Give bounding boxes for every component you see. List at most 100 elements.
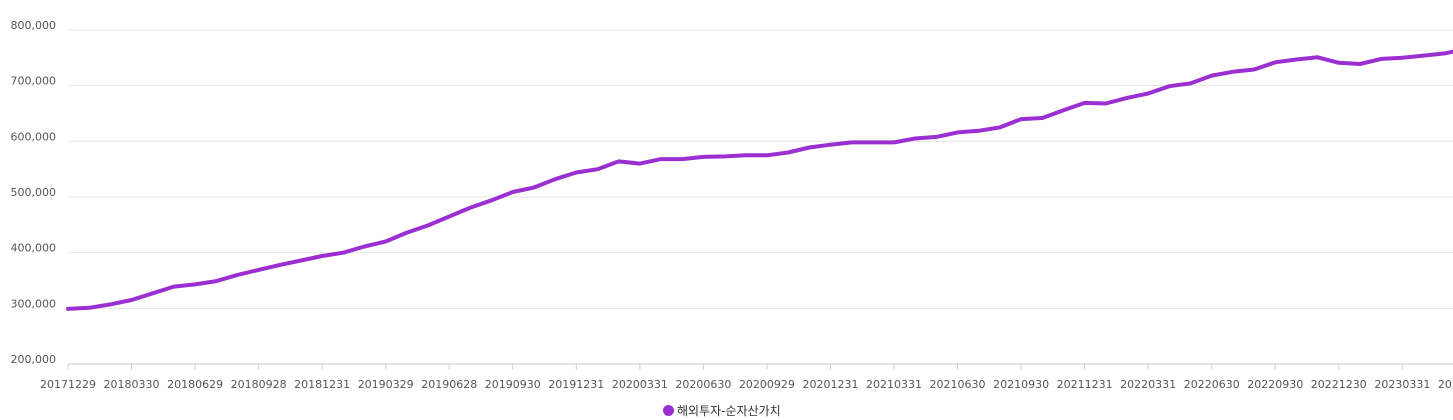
data-point[interactable] bbox=[1079, 97, 1091, 109]
data-point[interactable] bbox=[1227, 66, 1239, 78]
x-tick-label: 20180928 bbox=[231, 378, 287, 391]
y-grid bbox=[68, 29, 1453, 309]
data-point[interactable] bbox=[634, 158, 646, 170]
y-tick-label: 800,000 bbox=[11, 19, 57, 32]
data-point[interactable] bbox=[126, 294, 138, 306]
series-line[interactable] bbox=[66, 49, 1453, 311]
data-point[interactable] bbox=[909, 133, 921, 145]
data-point[interactable] bbox=[210, 275, 222, 287]
data-point[interactable] bbox=[719, 150, 731, 162]
series-layer bbox=[62, 47, 1453, 315]
data-point[interactable] bbox=[613, 155, 625, 167]
x-tick-label: 20171229 bbox=[40, 378, 96, 391]
data-point[interactable] bbox=[1375, 53, 1387, 65]
x-tick-label: 20201231 bbox=[802, 378, 858, 391]
data-point[interactable] bbox=[253, 264, 265, 276]
data-point[interactable] bbox=[1206, 70, 1218, 82]
data-point[interactable] bbox=[655, 153, 667, 165]
data-point[interactable] bbox=[104, 298, 116, 310]
data-point[interactable] bbox=[486, 194, 498, 206]
data-point[interactable] bbox=[761, 149, 773, 161]
y-tick-label: 500,000 bbox=[11, 186, 57, 199]
data-point[interactable] bbox=[1439, 47, 1451, 59]
data-point[interactable] bbox=[549, 173, 561, 185]
data-point[interactable] bbox=[994, 121, 1006, 133]
data-point[interactable] bbox=[1015, 113, 1027, 125]
data-point[interactable] bbox=[443, 210, 455, 222]
data-point[interactable] bbox=[740, 149, 752, 161]
data-point[interactable] bbox=[337, 247, 349, 259]
data-point[interactable] bbox=[1396, 52, 1408, 64]
x-tick-label: 20210930 bbox=[993, 378, 1049, 391]
x-tick-label: 20230331 bbox=[1374, 378, 1430, 391]
x-axis-labels: 20171229 20180330 20180629 20180928 20181231… bbox=[40, 378, 1453, 391]
data-point[interactable] bbox=[930, 131, 942, 143]
data-point[interactable] bbox=[1290, 54, 1302, 66]
data-point[interactable] bbox=[782, 146, 794, 158]
data-point[interactable] bbox=[62, 303, 74, 315]
data-point[interactable] bbox=[528, 182, 540, 194]
data-point[interactable] bbox=[973, 125, 985, 137]
data-point[interactable] bbox=[952, 126, 964, 138]
data-point[interactable] bbox=[231, 269, 243, 281]
data-point[interactable] bbox=[676, 153, 688, 165]
data-point[interactable] bbox=[1269, 56, 1281, 68]
x-tick-label: 20230630 bbox=[1438, 378, 1453, 391]
data-point[interactable] bbox=[147, 287, 159, 299]
x-tick-label: 20180330 bbox=[104, 378, 160, 391]
x-axis-ticks bbox=[67, 364, 1403, 370]
data-point[interactable] bbox=[274, 259, 286, 271]
legend-marker bbox=[663, 405, 674, 416]
data-point[interactable] bbox=[316, 250, 328, 262]
x-tick-label: 20190628 bbox=[421, 378, 477, 391]
x-tick-label: 20181231 bbox=[294, 378, 350, 391]
data-point[interactable] bbox=[1142, 87, 1154, 99]
y-tick-label: 300,000 bbox=[11, 297, 57, 310]
data-point[interactable] bbox=[189, 278, 201, 290]
x-tick-label: 20190930 bbox=[485, 378, 541, 391]
data-point[interactable] bbox=[1248, 64, 1260, 76]
x-tick-label: 20200929 bbox=[739, 378, 795, 391]
x-tick-label: 20210331 bbox=[866, 378, 922, 391]
data-point[interactable] bbox=[1418, 50, 1430, 62]
data-point[interactable] bbox=[1185, 77, 1197, 89]
data-point[interactable] bbox=[867, 136, 879, 148]
data-point[interactable] bbox=[1057, 104, 1069, 116]
data-point[interactable] bbox=[570, 167, 582, 179]
x-tick-label: 20211231 bbox=[1057, 378, 1113, 391]
data-point[interactable] bbox=[359, 241, 371, 253]
data-point[interactable] bbox=[592, 163, 604, 175]
data-point[interactable] bbox=[380, 236, 392, 248]
data-point[interactable] bbox=[422, 219, 434, 231]
x-tick-label: 20221230 bbox=[1311, 378, 1367, 391]
x-tick-label: 20220630 bbox=[1184, 378, 1240, 391]
data-point[interactable] bbox=[464, 202, 476, 214]
data-point[interactable] bbox=[1036, 112, 1048, 124]
x-tick-label: 20200331 bbox=[612, 378, 668, 391]
data-point[interactable] bbox=[507, 186, 519, 198]
data-point[interactable] bbox=[824, 139, 836, 151]
data-point[interactable] bbox=[295, 254, 307, 266]
x-tick-label: 20220331 bbox=[1120, 378, 1176, 391]
data-point[interactable] bbox=[1312, 51, 1324, 63]
data-point[interactable] bbox=[846, 136, 858, 148]
legend[interactable]: 해외투자-순자산가치 bbox=[663, 402, 781, 419]
data-point[interactable] bbox=[888, 136, 900, 148]
x-tick-label: 20190329 bbox=[358, 378, 414, 391]
data-point[interactable] bbox=[168, 281, 180, 293]
legend-label: 해외투자-순자산가치 bbox=[677, 404, 781, 418]
data-point[interactable] bbox=[1100, 97, 1112, 109]
y-tick-label: 200,000 bbox=[11, 353, 57, 366]
data-point[interactable] bbox=[1333, 57, 1345, 69]
x-tick-label: 20210630 bbox=[930, 378, 986, 391]
data-point[interactable] bbox=[1354, 58, 1366, 70]
data-point[interactable] bbox=[401, 227, 413, 239]
data-point[interactable] bbox=[1163, 80, 1175, 92]
data-point[interactable] bbox=[697, 151, 709, 163]
data-point[interactable] bbox=[83, 302, 95, 314]
y-tick-label: 600,000 bbox=[11, 130, 57, 143]
data-point[interactable] bbox=[803, 141, 815, 153]
x-tick-label: 20220930 bbox=[1247, 378, 1303, 391]
data-point[interactable] bbox=[1121, 92, 1133, 104]
